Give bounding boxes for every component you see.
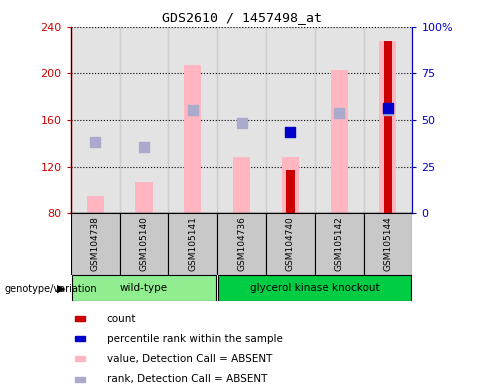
Point	[91, 139, 99, 145]
Bar	[120, 213, 168, 275]
Text: glycerol kinase knockout: glycerol kinase knockout	[250, 283, 380, 293]
Bar	[75, 336, 84, 341]
Text: rank, Detection Call = ABSENT: rank, Detection Call = ABSENT	[107, 374, 267, 384]
Text: GSM105141: GSM105141	[188, 217, 197, 271]
Point	[189, 106, 197, 113]
Bar	[71, 27, 120, 213]
Bar	[331, 70, 347, 213]
Bar	[266, 213, 315, 275]
Text: GSM105140: GSM105140	[140, 217, 148, 271]
Bar	[282, 157, 299, 213]
Text: ▶: ▶	[58, 284, 66, 294]
Text: value, Detection Call = ABSENT: value, Detection Call = ABSENT	[107, 354, 272, 364]
Bar	[135, 182, 152, 213]
Bar	[315, 213, 364, 275]
Point	[335, 110, 343, 116]
Point	[140, 144, 148, 150]
Text: wild-type: wild-type	[120, 283, 168, 293]
Bar	[120, 27, 168, 213]
Bar	[315, 27, 364, 213]
Bar	[380, 41, 396, 213]
Text: percentile rank within the sample: percentile rank within the sample	[107, 334, 283, 344]
Text: GSM104738: GSM104738	[91, 217, 100, 271]
Bar	[286, 170, 295, 213]
Text: GSM104736: GSM104736	[237, 217, 246, 271]
Bar	[364, 27, 412, 213]
Title: GDS2610 / 1457498_at: GDS2610 / 1457498_at	[162, 11, 322, 24]
Point	[384, 106, 392, 113]
Bar	[384, 41, 392, 213]
Text: count: count	[107, 314, 136, 324]
Bar	[233, 157, 250, 213]
Bar	[168, 27, 217, 213]
Bar	[266, 27, 315, 213]
Bar	[168, 213, 217, 275]
Point	[286, 129, 294, 135]
Bar	[75, 356, 84, 361]
Bar	[75, 376, 84, 382]
Bar	[184, 65, 201, 213]
Bar	[71, 213, 120, 275]
Text: GSM105142: GSM105142	[335, 217, 344, 271]
Point	[384, 105, 392, 111]
Text: GSM104740: GSM104740	[286, 217, 295, 271]
Bar	[364, 213, 412, 275]
Bar	[87, 196, 104, 213]
Text: genotype/variation: genotype/variation	[5, 284, 98, 294]
Text: GSM105144: GSM105144	[384, 217, 392, 271]
Bar	[75, 316, 84, 321]
Point	[238, 121, 245, 127]
Bar	[217, 27, 266, 213]
Bar	[72, 275, 216, 301]
Bar	[218, 275, 411, 301]
Bar	[217, 213, 266, 275]
